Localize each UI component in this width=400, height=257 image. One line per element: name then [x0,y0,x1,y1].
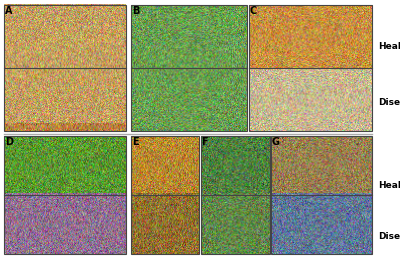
Text: G: G [272,137,280,147]
Text: E: E [132,137,139,147]
Text: Healthy: Healthy [378,42,400,51]
Text: D: D [5,137,13,147]
Text: B: B [132,6,139,16]
Text: F: F [202,137,208,147]
Text: Healthy: Healthy [378,180,400,190]
Text: Diseased: Diseased [378,98,400,107]
Text: A: A [5,6,12,16]
Text: Diseased: Diseased [378,232,400,241]
Text: C: C [250,6,257,16]
